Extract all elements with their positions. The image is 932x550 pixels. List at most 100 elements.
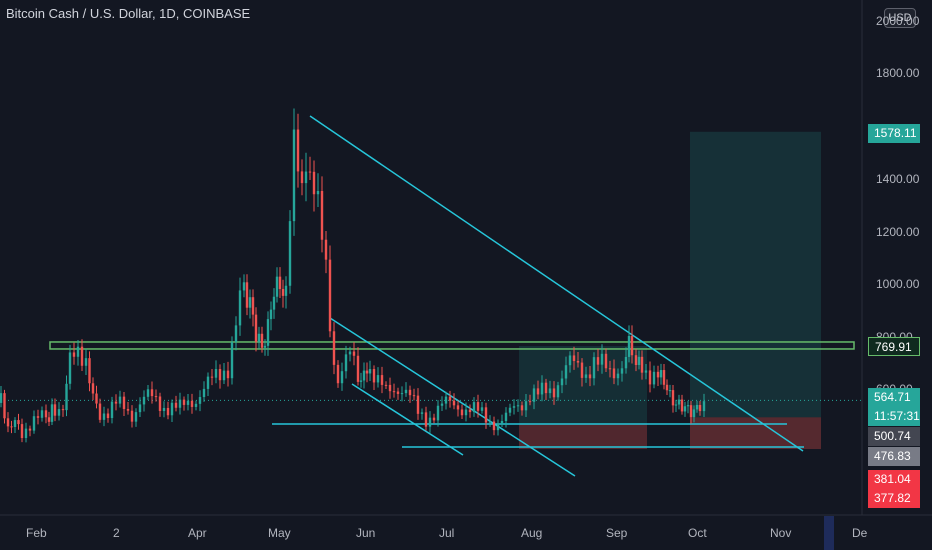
candle-body (114, 401, 118, 404)
channel-lower-line (351, 383, 464, 456)
candle-body (616, 373, 620, 379)
last-price-tag: 564.71 (868, 388, 920, 407)
candle-body (500, 421, 504, 424)
y-tick-label: 1200.00 (876, 225, 920, 239)
candle-body (36, 416, 40, 418)
candle-body (278, 276, 282, 289)
currency-button[interactable]: USD (884, 8, 916, 28)
resistance-price-tag: 769.91 (868, 337, 920, 356)
candle-body (648, 370, 652, 385)
candle-body (662, 370, 666, 385)
candle-body (162, 407, 166, 411)
candle-body (480, 407, 484, 411)
target-price-tag: 1578.11 (868, 124, 920, 143)
candle-body (683, 406, 687, 412)
candle-body (556, 385, 560, 398)
x-tick-label: May (268, 526, 291, 540)
candle-body (392, 391, 396, 393)
candle-body (456, 405, 460, 410)
candle-body (544, 382, 548, 394)
candle-body (248, 297, 252, 308)
candle-body (637, 356, 641, 365)
candle-body (118, 396, 122, 404)
candle-body (91, 383, 95, 394)
candle-body (576, 360, 580, 363)
candle-body (624, 356, 628, 369)
candle-body (263, 345, 267, 348)
stop-price-tag: 381.04 (868, 470, 920, 489)
candle-body (242, 282, 246, 291)
candle-body (588, 374, 592, 379)
candle-body (47, 417, 51, 422)
candle-body (368, 369, 372, 374)
candle-body (548, 388, 552, 394)
candle-body (674, 404, 678, 406)
candle-body (620, 368, 624, 374)
candle-body (275, 276, 279, 297)
candle-body (677, 399, 681, 405)
candle-body (644, 370, 648, 373)
candle-body (20, 424, 24, 439)
candle-body (348, 351, 352, 355)
candle-body (584, 374, 588, 378)
candle-body (134, 412, 138, 422)
candle-body (604, 353, 608, 369)
candle-body (671, 390, 675, 406)
loss-zone (690, 417, 821, 450)
candle-body (580, 362, 584, 378)
candle-body (472, 402, 476, 413)
candle-body (324, 239, 328, 260)
candle-body (32, 416, 36, 431)
candle-body (532, 388, 536, 402)
candle-body (692, 409, 696, 418)
candle-body (40, 410, 44, 418)
candle-body (68, 352, 72, 384)
candle-body (412, 395, 416, 397)
candle-body (154, 396, 158, 398)
candle-body (308, 171, 312, 173)
candle-body (61, 409, 65, 411)
candle-body (269, 309, 273, 320)
x-tick-label: Nov (770, 526, 792, 540)
x-tick-label: Feb (26, 526, 47, 540)
candle-body (98, 403, 102, 420)
time-scroll-handle[interactable] (824, 516, 834, 550)
candle-body (428, 417, 432, 427)
candle-body (186, 400, 190, 405)
candle-body (206, 376, 210, 389)
level-price-tag: 476.83 (868, 447, 920, 466)
candle-body (230, 342, 234, 379)
candle-body (656, 371, 660, 378)
candle-body (568, 355, 572, 366)
candle-body (72, 352, 76, 357)
candle-body (166, 407, 170, 416)
candle-body (452, 400, 456, 406)
candle-body (50, 404, 54, 422)
candle-body (520, 405, 524, 411)
candle-body (53, 404, 57, 416)
x-tick-label: Jul (439, 526, 455, 540)
candle-body (372, 369, 376, 383)
candle-body (540, 382, 544, 395)
candle-body (300, 171, 304, 184)
candle-body (218, 369, 222, 381)
candle-body (596, 357, 600, 365)
x-tick-label: Apr (188, 526, 207, 540)
candle-body (689, 405, 693, 418)
candle-body (630, 336, 634, 356)
candle-body (668, 390, 672, 392)
candle-body (174, 402, 178, 408)
candle-body (488, 421, 492, 423)
candle-body (102, 413, 106, 420)
candle-body (272, 296, 276, 310)
candle-body (627, 336, 631, 357)
resistance-box (49, 341, 855, 350)
candle-body (80, 346, 84, 366)
candle-body (110, 401, 114, 419)
candle-body (190, 400, 194, 407)
candle-body (524, 401, 528, 411)
candle-body (356, 355, 360, 382)
candle-body (634, 355, 638, 365)
candle-body (460, 409, 464, 416)
